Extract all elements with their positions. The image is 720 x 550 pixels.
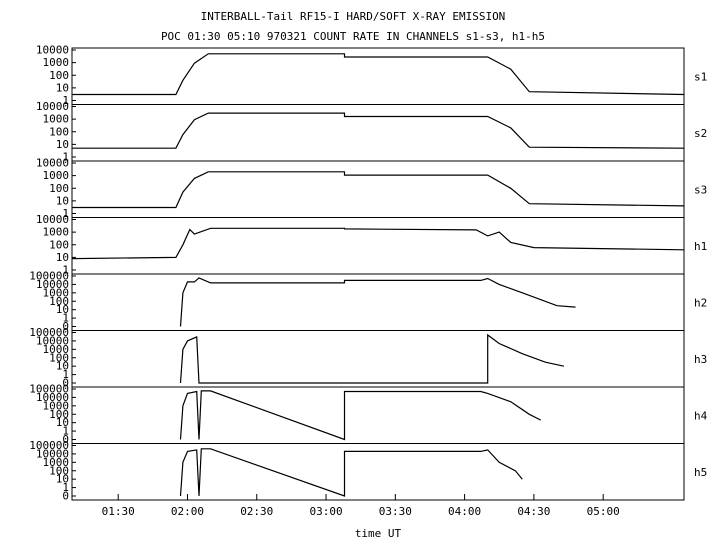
panel-frame — [71, 386, 685, 444]
channel-label: s2 — [694, 127, 707, 140]
x-tick-label: 03:00 — [309, 505, 342, 518]
channel-label: h3 — [694, 353, 707, 366]
panel-frame — [71, 330, 685, 388]
series-line-h1 — [71, 227, 685, 260]
chart-subtitle: POC 01:30 05:10 970321 COUNT RATE IN CHA… — [161, 30, 545, 43]
y-tick-label: 10 — [56, 251, 69, 264]
panel-frame — [71, 160, 685, 218]
channel-label: s1 — [694, 70, 707, 83]
y-tick-label: 1000 — [43, 456, 70, 469]
y-tick-label: 10 — [56, 194, 69, 207]
y-tick-label: 100 — [49, 238, 69, 251]
y-tick-label: 10000 — [36, 44, 69, 57]
y-tick-label: 0 — [62, 320, 69, 333]
x-axis-label: time UT — [355, 527, 402, 540]
y-tick-label: 1000 — [43, 226, 70, 239]
y-tick-label: 1000 — [43, 286, 70, 299]
panel-frame — [71, 273, 685, 331]
x-tick-label: 03:30 — [379, 505, 412, 518]
y-tick-label: 1 — [62, 264, 69, 277]
y-tick-label: 100 — [49, 351, 69, 364]
y-tick-label: 100 — [49, 182, 69, 195]
y-tick-label: 0 — [62, 490, 69, 503]
y-tick-label: 1 — [62, 207, 69, 220]
y-tick-label: 10 — [56, 303, 69, 316]
y-tick-label: 10 — [56, 138, 69, 151]
series-line-h5 — [179, 448, 523, 497]
y-tick-label: 100 — [49, 69, 69, 82]
y-tick-label: 0 — [62, 377, 69, 390]
y-tick-label: 10000 — [36, 391, 69, 404]
y-tick-label: 100000 — [29, 439, 69, 452]
y-tick-label: 100000 — [29, 383, 69, 396]
y-tick-label: 1 — [62, 151, 69, 164]
y-tick-label: 10000 — [36, 447, 69, 460]
channel-label: h1 — [694, 240, 707, 253]
series-line-h4 — [179, 390, 542, 441]
y-tick-label: 100 — [49, 464, 69, 477]
x-tick-label: 05:00 — [587, 505, 620, 518]
y-tick-label: 1 — [62, 481, 69, 494]
channel-label: h2 — [694, 296, 707, 309]
x-tick-label: 04:00 — [448, 505, 481, 518]
y-tick-label: 100 — [49, 125, 69, 138]
series-line-h2 — [179, 277, 576, 327]
y-tick-label: 10 — [56, 81, 69, 94]
series-line-h3 — [179, 333, 565, 384]
chart-title: INTERBALL-Tail RF15-I HARD/SOFT X-RAY EM… — [201, 10, 506, 23]
y-tick-label: 1000 — [43, 343, 70, 356]
channel-label: s3 — [694, 183, 707, 196]
x-tick-label: 02:30 — [240, 505, 273, 518]
y-tick-label: 10 — [56, 360, 69, 373]
y-tick-label: 1000 — [43, 113, 70, 126]
y-tick-label: 1 — [62, 94, 69, 107]
y-tick-label: 1000 — [43, 169, 70, 182]
series-line-s3 — [72, 171, 685, 209]
y-tick-label: 1 — [62, 425, 69, 438]
panel-frame — [71, 104, 685, 162]
series-line-s1 — [72, 53, 685, 96]
panels: 100001000100101s1100001000100101s2100001… — [29, 44, 707, 503]
y-tick-label: 1 — [62, 312, 69, 325]
y-tick-label: 10000 — [36, 334, 69, 347]
y-tick-label: 10000 — [36, 278, 69, 291]
y-tick-label: 100 — [49, 295, 69, 308]
x-tick-label: 02:00 — [171, 505, 204, 518]
y-tick-label: 10 — [56, 416, 69, 429]
panel-frame — [71, 217, 685, 275]
series-line-s2 — [72, 112, 685, 149]
y-tick-label: 10000 — [36, 100, 69, 113]
y-tick-label: 1000 — [43, 399, 70, 412]
y-tick-label: 10000 — [36, 213, 69, 226]
y-tick-label: 100000 — [29, 326, 69, 339]
y-tick-label: 1 — [62, 368, 69, 381]
channel-label: h5 — [694, 466, 707, 479]
y-tick-label: 100000 — [29, 270, 69, 283]
y-tick-label: 10 — [56, 473, 69, 486]
y-tick-label: 10000 — [36, 157, 69, 170]
x-axis-ticks: 01:30 02:00 02:30 03:00 03:30 04:00 04:30 05:00 — [102, 494, 620, 518]
y-tick-label: 1000 — [43, 56, 70, 69]
x-tick-label: 04:30 — [517, 505, 550, 518]
panel-frame — [71, 443, 685, 501]
x-tick-label: 01:30 — [102, 505, 135, 518]
y-tick-label: 100 — [49, 408, 69, 421]
channel-label: h4 — [694, 409, 708, 422]
y-tick-label: 0 — [62, 433, 69, 446]
